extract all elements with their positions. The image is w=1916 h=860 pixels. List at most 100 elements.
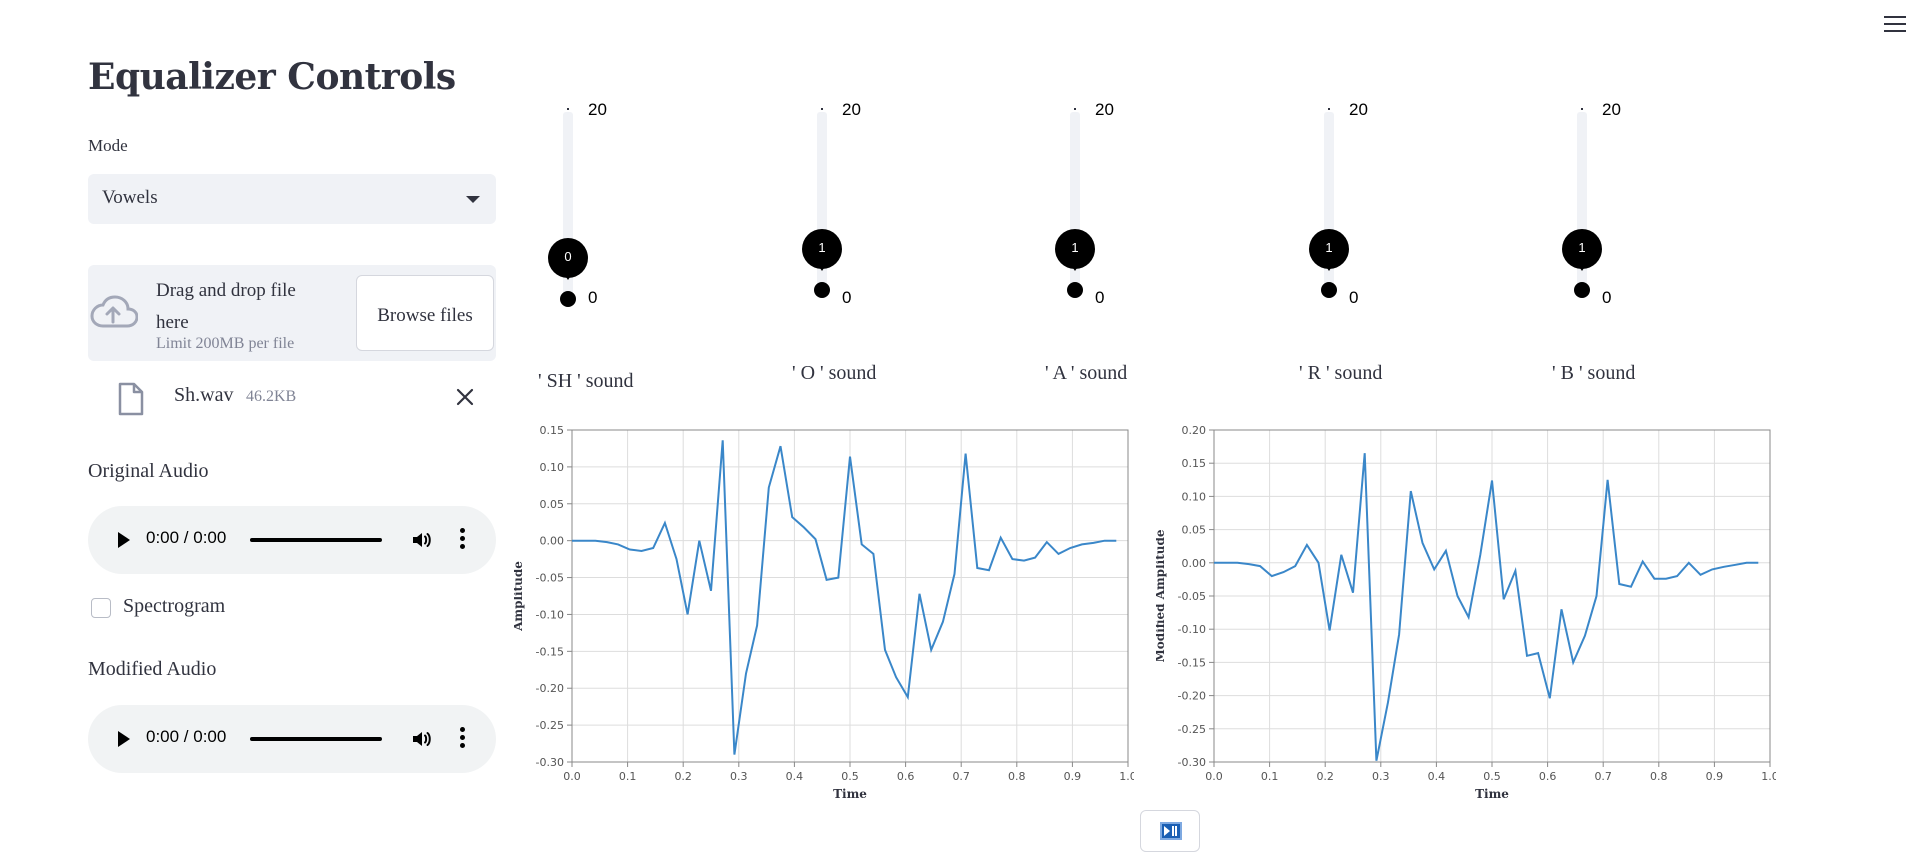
limit-text: Limit 200MB per file — [156, 335, 295, 352]
x-tick-label: 0.9 — [1064, 770, 1082, 783]
y-tick-label: 0.10 — [540, 461, 565, 474]
y-tick-label: -0.10 — [536, 608, 564, 621]
slider-label: ' A ' sound — [1045, 362, 1128, 384]
slider-thumb[interactable] — [1321, 282, 1337, 298]
play-icon[interactable] — [118, 532, 130, 548]
modified-audio-label: Modified Audio — [88, 658, 217, 680]
x-tick-label: 0.3 — [730, 770, 748, 783]
play-pause-button[interactable] — [1140, 810, 1200, 852]
slider-r[interactable]: 20 1 0 ' R ' sound — [1299, 100, 1479, 384]
slider-value-bubble: 1 — [802, 229, 842, 271]
x-tick-label: 0.8 — [1650, 770, 1668, 783]
main-menu-button[interactable] — [1884, 16, 1906, 34]
x-tick-label: 0.0 — [563, 770, 581, 783]
y-tick-label: 0.10 — [1182, 490, 1207, 503]
y-tick-label: 0.20 — [1182, 424, 1207, 437]
x-tick-label: 0.3 — [1372, 770, 1390, 783]
x-axis-label: Time — [1475, 787, 1509, 801]
slider-label: ' R ' sound — [1299, 362, 1383, 384]
audio-progress-bar[interactable] — [250, 538, 382, 542]
x-tick-label: 0.7 — [952, 770, 970, 783]
y-axis-label: Amplitude — [514, 561, 525, 632]
slider-max: 20 — [1602, 100, 1621, 119]
slider-max: 20 — [842, 100, 861, 119]
slider-max: 20 — [1095, 100, 1114, 119]
y-tick-label: -0.25 — [1178, 723, 1206, 736]
close-icon[interactable] — [454, 386, 476, 408]
modified-amplitude-chart: 0.0 0.1 0.2 0.3 0.4 0.5 0.6 0.7 0.8 0.9 1.0 0.20 0.1… — [1156, 424, 1776, 801]
slider-label: ' B ' sound — [1552, 362, 1636, 384]
y-tick-label: 0.05 — [1182, 524, 1207, 537]
slider-min: 0 — [842, 288, 852, 307]
x-tick-label: 0.2 — [1316, 770, 1334, 783]
slider-top-tick — [1328, 108, 1330, 110]
cloud-upload-icon — [90, 295, 138, 328]
y-tick-label: -0.30 — [1178, 756, 1206, 769]
slider-label: ' SH ' sound — [538, 370, 634, 392]
slider-top-tick — [1581, 108, 1583, 110]
slider-thumb[interactable] — [1574, 282, 1590, 298]
more-options-icon[interactable] — [460, 727, 466, 751]
slider-value-bubble: 0 — [548, 238, 588, 280]
x-tick-label: 0.8 — [1008, 770, 1026, 783]
plot-frame — [1213, 429, 1771, 763]
volume-icon[interactable] — [410, 727, 434, 751]
slider-thumb[interactable] — [1067, 282, 1083, 298]
slider-value-bubble: 1 — [1309, 229, 1349, 271]
mode-select[interactable]: Vowels — [88, 174, 496, 224]
slider-o[interactable]: 20 1 0 ' O ' sound — [792, 100, 972, 384]
audio-progress-bar[interactable] — [250, 737, 382, 741]
slider-track[interactable] — [563, 112, 573, 298]
page-title: Equalizer Controls — [88, 56, 456, 98]
original-audio-player[interactable]: 0:00 / 0:00 — [88, 506, 496, 574]
slider-thumb[interactable] — [814, 282, 830, 298]
file-name: Sh.wav — [174, 384, 234, 406]
y-tick-label: 0.00 — [540, 535, 565, 548]
drop-text: Drag and drop file here — [156, 280, 296, 333]
slider-min: 0 — [588, 288, 598, 307]
slider-track[interactable] — [1577, 112, 1587, 298]
x-tick-label: 0.4 — [786, 770, 804, 783]
audio-time: 0:00 / 0:00 — [146, 727, 227, 746]
x-tick-label: 0.9 — [1706, 770, 1724, 783]
slider-min: 0 — [1095, 288, 1105, 307]
plot-frame — [571, 429, 1129, 763]
spectrogram-checkbox[interactable] — [91, 598, 111, 618]
y-tick-label: -0.20 — [1178, 690, 1206, 703]
x-tick-label: 0.7 — [1594, 770, 1612, 783]
slider-track[interactable] — [1324, 112, 1334, 298]
slider-thumb[interactable] — [560, 291, 576, 307]
mode-label: Mode — [88, 136, 128, 155]
y-tick-label: 0.15 — [1182, 457, 1207, 470]
slider-track[interactable] — [1070, 112, 1080, 298]
slider-a[interactable]: 20 1 0 ' A ' sound — [1045, 100, 1225, 384]
volume-icon[interactable] — [410, 528, 434, 552]
series-line — [572, 440, 1117, 755]
y-tick-label: -0.05 — [536, 572, 564, 585]
y-tick-label: -0.20 — [536, 682, 564, 695]
modified-audio-player[interactable]: 0:00 / 0:00 — [88, 705, 496, 773]
audio-time: 0:00 / 0:00 — [146, 528, 227, 547]
play-icon[interactable] — [118, 731, 130, 747]
x-tick-label: 0.6 — [897, 770, 915, 783]
series-line — [1214, 453, 1759, 761]
spectrogram-label: Spectrogram — [123, 595, 226, 617]
more-options-icon[interactable] — [460, 528, 466, 552]
y-tick-label: 0.15 — [540, 424, 565, 437]
browse-files-button[interactable]: Browse files — [356, 275, 494, 351]
file-size: 46.2KB — [246, 388, 297, 405]
slider-b[interactable]: 20 1 0 ' B ' sound — [1552, 100, 1732, 384]
uploaded-file-row: Sh.wav 46.2KB — [88, 380, 496, 420]
y-tick-label: -0.15 — [1178, 656, 1206, 669]
x-tick-label: 0.2 — [674, 770, 692, 783]
amplitude-chart: 0.0 0.1 0.2 0.3 0.4 0.5 0.6 0.7 0.8 0.9 1.0 0.15 0.1… — [514, 424, 1134, 801]
file-icon — [118, 382, 144, 416]
slider-max: 20 — [1349, 100, 1368, 119]
slider-min: 0 — [1602, 288, 1612, 307]
slider-track[interactable] — [817, 112, 827, 298]
y-tick-label: -0.30 — [536, 756, 564, 769]
play-pause-glyph — [1164, 826, 1177, 836]
slider-label: ' O ' sound — [792, 362, 877, 384]
slider-sh[interactable]: 20 0 0 ' SH ' sound — [538, 100, 718, 392]
file-uploader-dropzone[interactable]: Drag and drop file here Limit 200MB per … — [88, 265, 496, 361]
